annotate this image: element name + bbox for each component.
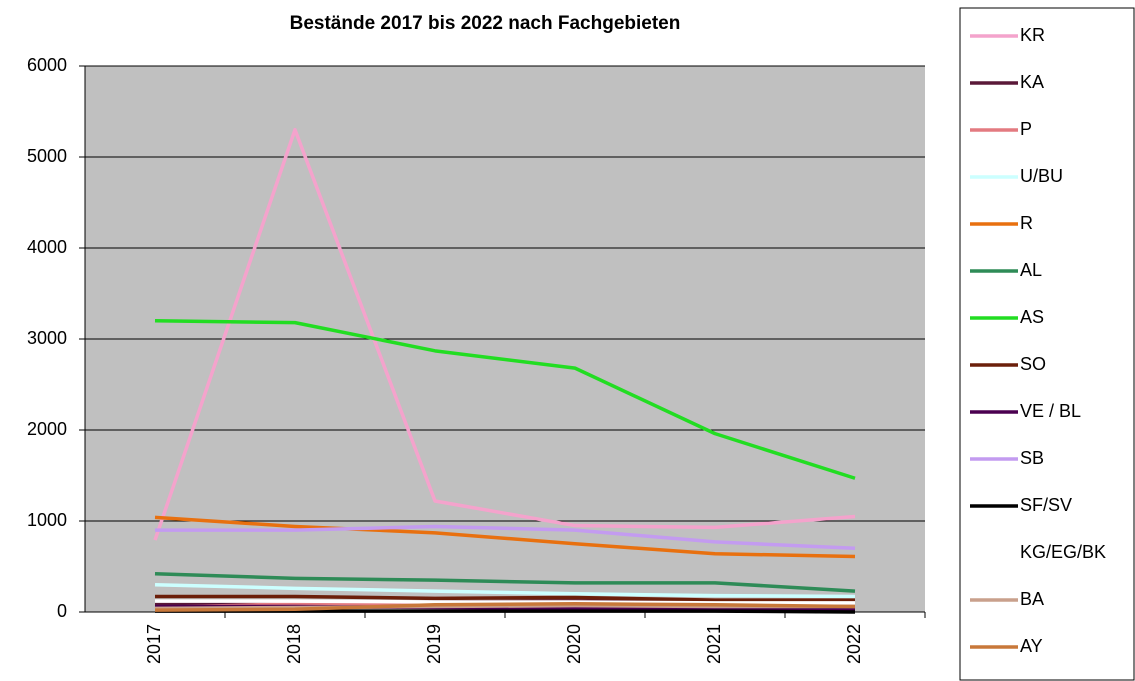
x-tick-label: 2022 bbox=[844, 624, 864, 664]
legend-label: VE / BL bbox=[1020, 401, 1081, 421]
series-line bbox=[155, 594, 855, 602]
legend-label: AY bbox=[1020, 636, 1043, 656]
series-line bbox=[155, 524, 856, 551]
legend-label: SB bbox=[1020, 448, 1044, 468]
legend-label: AS bbox=[1020, 307, 1044, 327]
y-tick-label: 1000 bbox=[27, 510, 67, 530]
series-line bbox=[155, 599, 855, 605]
x-tick-label: 2017 bbox=[144, 624, 164, 664]
series-line bbox=[154, 515, 856, 559]
legend-label: KR bbox=[1020, 25, 1045, 45]
x-tick-label: 2019 bbox=[424, 624, 444, 664]
series-line bbox=[154, 319, 856, 480]
legend-label: KG/EG/BK bbox=[1020, 542, 1106, 562]
legend-label: SF/SV bbox=[1020, 495, 1072, 515]
legend-label: R bbox=[1020, 213, 1033, 233]
legend-label: BA bbox=[1020, 589, 1044, 609]
series-line bbox=[154, 602, 856, 612]
x-tick-label: 2018 bbox=[284, 624, 304, 664]
x-tick-label: 2021 bbox=[704, 624, 724, 664]
legend-box bbox=[959, 7, 1135, 681]
series-line bbox=[154, 572, 856, 593]
legend-label: SO bbox=[1020, 354, 1046, 374]
legend-label: U/BU bbox=[1020, 166, 1063, 186]
x-tick-label: 2020 bbox=[564, 624, 584, 664]
y-tick-label: 0 bbox=[57, 601, 67, 621]
y-tick-label: 3000 bbox=[27, 328, 67, 348]
series-line bbox=[153, 127, 856, 541]
y-tick-label: 2000 bbox=[27, 419, 67, 439]
y-tick-label: 5000 bbox=[27, 146, 67, 166]
y-tick-label: 6000 bbox=[27, 55, 67, 75]
legend-label: AL bbox=[1020, 260, 1042, 280]
legend-label: KA bbox=[1020, 72, 1044, 92]
series-line bbox=[154, 582, 856, 599]
legend-label: P bbox=[1020, 119, 1032, 139]
chart-title: Bestände 2017 bis 2022 nach Fachgebieten bbox=[290, 13, 681, 34]
y-tick-label: 4000 bbox=[27, 237, 67, 257]
